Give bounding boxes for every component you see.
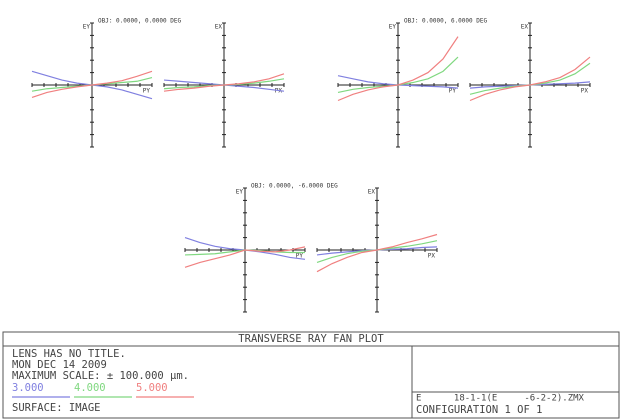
y-axis-label: EX (521, 24, 529, 31)
ray-fan-curve (184, 246, 306, 268)
footer-file: E 18-1-1(E -6-2-2).ZMX (416, 394, 585, 404)
legend-label: 4.000 (74, 382, 106, 394)
footer-box (2, 331, 620, 419)
x-axis-label: PY (296, 253, 304, 260)
ray-fan-curve (469, 56, 591, 102)
legend-label: 3.000 (12, 382, 44, 394)
field-title: OBJ: 0.0000, 6.0000 DEG (404, 18, 487, 25)
ray-fan-curve (163, 73, 285, 92)
x-axis-label: PY (143, 88, 151, 95)
x-axis-label: PX (581, 88, 589, 95)
ray-fan-curve (31, 70, 153, 98)
y-axis-label: EX (368, 189, 376, 196)
footer-title: TRANSVERSE RAY FAN PLOT (238, 333, 384, 345)
footer-line: MON DEC 14 2009 (12, 359, 107, 371)
y-axis-label: EY (236, 189, 244, 196)
footer-surface: SURFACE: IMAGE (12, 402, 101, 414)
y-axis-label: EY (389, 24, 397, 31)
field-title: OBJ: 0.0000, 0.0000 DEG (98, 18, 181, 25)
footer-configuration: CONFIGURATION 1 OF 1 (416, 404, 542, 416)
x-axis-label: PX (428, 253, 436, 260)
field-title: OBJ: 0.0000, -6.0000 DEG (251, 183, 338, 190)
ray-fan-curve (337, 36, 459, 102)
x-axis-label: PY (449, 88, 457, 95)
footer-line: MAXIMUM SCALE: ± 100.000 µm. (12, 370, 189, 382)
ray-fan-curve (316, 233, 438, 273)
legend-label: 5.000 (136, 382, 168, 394)
y-axis-label: EY (83, 24, 91, 31)
y-axis-label: EX (215, 24, 223, 31)
footer-line: LENS HAS NO TITLE. (12, 348, 126, 360)
